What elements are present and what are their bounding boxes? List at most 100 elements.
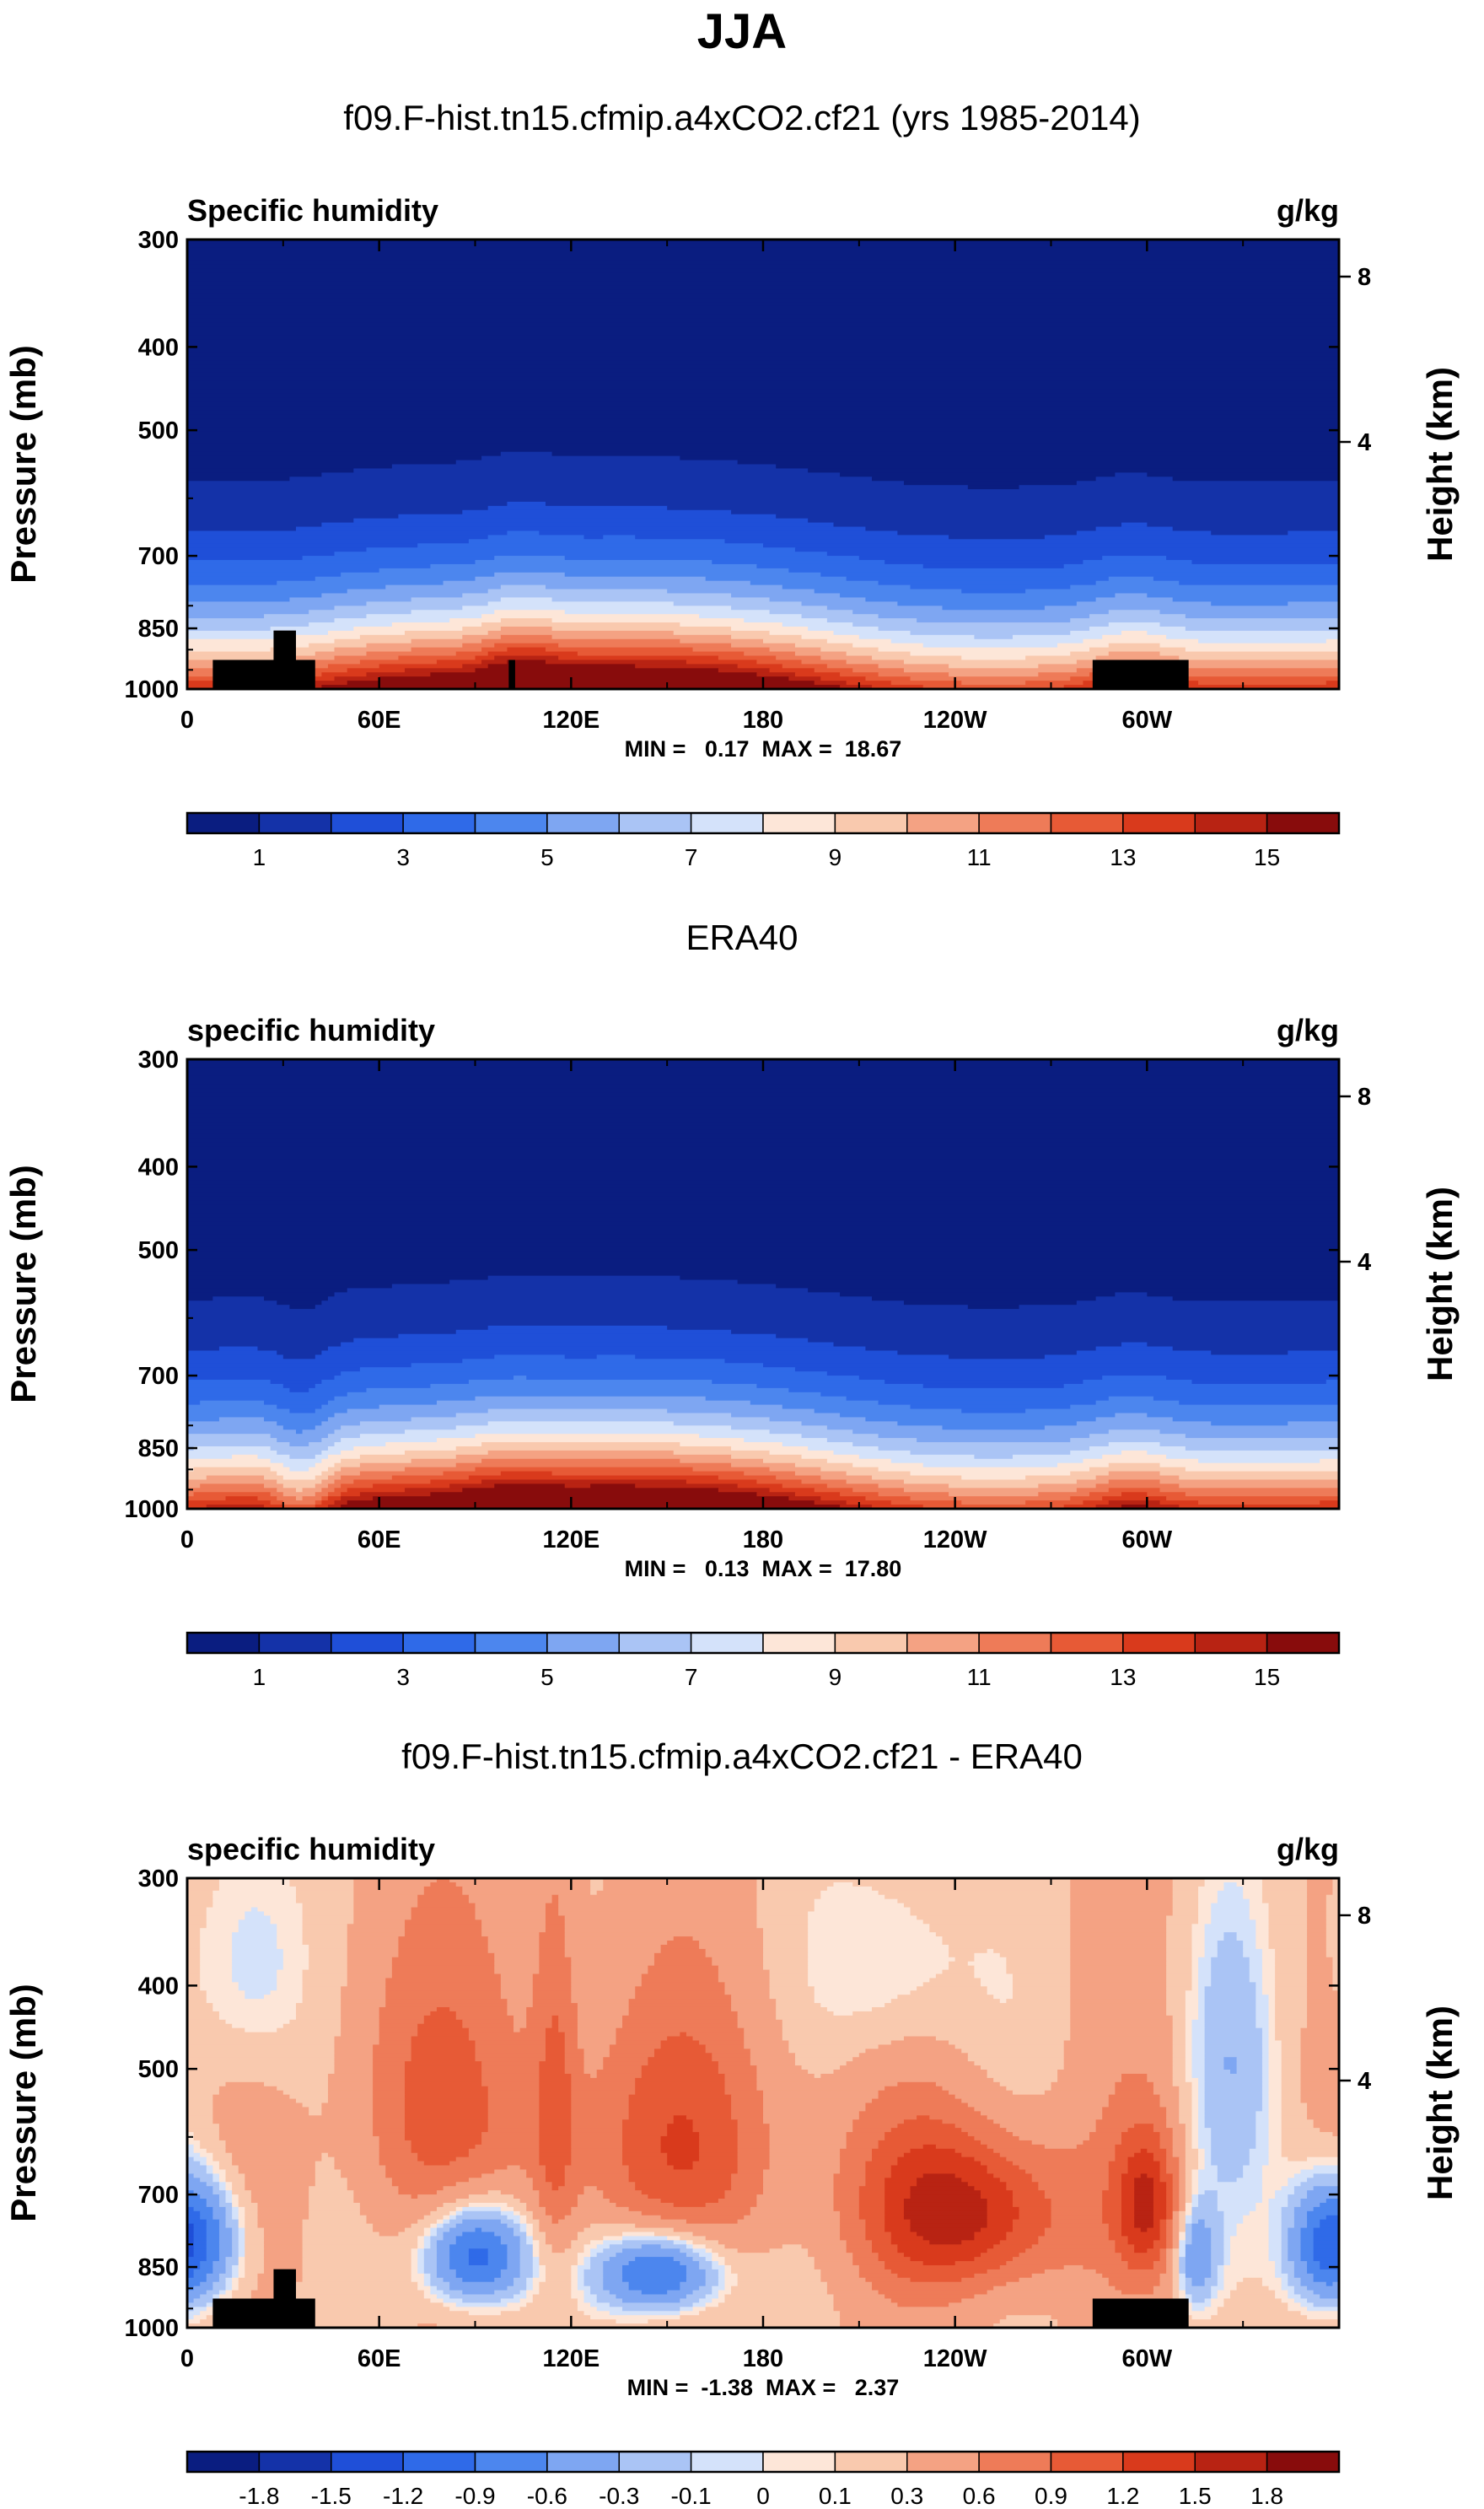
heatmap-cell	[1166, 1961, 1193, 1967]
heatmap-cell	[238, 2257, 245, 2262]
heatmap-cell	[347, 1961, 393, 1967]
heatmap-cell	[744, 2036, 783, 2042]
colorbar-label: 13	[1110, 1664, 1136, 1690]
heatmap-cell	[756, 1894, 821, 1900]
heatmap-cell	[500, 2298, 521, 2303]
heatmap-cell	[737, 664, 783, 669]
heatmap-cell	[1191, 2098, 1199, 2104]
heatmap-cell	[1185, 2015, 1199, 2021]
colorbar-label: 0.9	[1035, 2483, 1067, 2509]
heatmap-cell	[993, 2119, 1097, 2124]
heatmap-cell	[1147, 2073, 1174, 2079]
heatmap-cell	[277, 1982, 304, 1987]
heatmap-cell	[1211, 2248, 1224, 2253]
heatmap-cell	[1166, 2182, 1174, 2187]
heatmap-cell	[1172, 2144, 1186, 2150]
heatmap-cell	[1044, 2190, 1103, 2195]
heatmap-cell	[417, 2269, 425, 2275]
heatmap-cell	[1012, 1990, 1071, 1995]
heatmap-cell	[858, 2053, 969, 2058]
heatmap-cell	[1261, 2065, 1270, 2070]
heatmap-cell	[1211, 2232, 1224, 2237]
heatmap-cell	[373, 2119, 406, 2124]
heatmap-cell	[718, 2277, 726, 2283]
heatmap-cell	[443, 2290, 463, 2296]
heatmap-cell	[539, 1965, 572, 1971]
heatmap-cell	[481, 1924, 546, 1929]
heatmap-cell	[341, 1438, 438, 1443]
heatmap-cell	[385, 2173, 482, 2178]
heatmap-cell	[187, 1363, 412, 1368]
heatmap-cell	[1185, 2186, 1193, 2191]
heatmap-cell	[1275, 2032, 1302, 2038]
heatmap-cell	[187, 423, 1340, 428]
heatmap-cell	[315, 1354, 495, 1359]
heatmap-cell	[1293, 2273, 1315, 2279]
heatmap-cell	[232, 1969, 277, 1975]
heatmap-cell	[334, 1413, 457, 1419]
heatmap-cell	[551, 2182, 566, 2187]
heatmap-cell	[411, 2261, 418, 2266]
heatmap-cell	[187, 552, 336, 557]
heatmap-cell	[193, 2236, 207, 2241]
heatmap-cell	[1153, 2264, 1167, 2270]
heatmap-cell	[917, 2115, 930, 2120]
heatmap-cell	[1185, 2019, 1193, 2025]
heatmap-cell	[987, 1990, 1014, 1995]
heatmap-cell	[917, 1915, 1071, 1920]
heatmap-cell	[673, 601, 803, 606]
heatmap-cell	[206, 1990, 245, 1995]
heatmap-cell	[187, 1434, 272, 1439]
heatmap-cell	[1198, 2011, 1206, 2016]
heatmap-cell	[571, 2281, 578, 2287]
heatmap-cell	[744, 2044, 789, 2049]
heatmap-cell	[872, 2152, 905, 2158]
heatmap-cell	[1217, 1952, 1244, 1958]
heatmap-cell	[981, 2253, 1020, 2258]
heatmap-cell	[481, 2061, 540, 2066]
heatmap-cell	[628, 2011, 739, 2016]
heatmap-cell	[814, 1408, 962, 1414]
heatmap-cell	[878, 2290, 988, 2296]
heatmap-cell	[545, 2057, 566, 2062]
heatmap-cell	[411, 2053, 476, 2058]
heatmap-cell	[858, 2264, 885, 2270]
heatmap-cell	[724, 2273, 739, 2279]
heatmap-cell	[1281, 2140, 1340, 2146]
heatmap-cell	[309, 2194, 354, 2199]
heatmap-cell	[545, 2169, 566, 2174]
heatmap-cell	[487, 2119, 540, 2124]
heatmap-cell	[539, 2190, 585, 2195]
heatmap-cell	[1204, 2070, 1231, 2075]
heatmap-cell	[858, 2206, 885, 2212]
heatmap-cell	[1159, 2281, 1174, 2287]
heatmap-cell	[187, 352, 1340, 357]
heatmap-cell	[277, 1450, 322, 1456]
heatmap-cell	[1153, 2086, 1180, 2092]
heatmap-cell	[539, 2144, 572, 2150]
heatmap-cell	[1281, 2215, 1295, 2221]
heatmap-cell	[1275, 1986, 1308, 1991]
heatmap-cell	[1057, 2077, 1122, 2083]
heatmap-cell	[1204, 1924, 1256, 1929]
colorbar-box	[906, 1632, 980, 1654]
heatmap-cell	[225, 2219, 239, 2225]
heatmap-cell	[571, 1986, 636, 1991]
heatmap-cell	[296, 2286, 418, 2291]
heatmap-cell	[513, 2027, 521, 2033]
heatmap-cell	[500, 2190, 540, 2195]
heatmap-cell	[577, 2232, 623, 2237]
heatmap-cell	[238, 1924, 277, 1929]
colorbar-box	[402, 812, 476, 834]
heatmap-cell	[1057, 643, 1110, 649]
heatmap-cell	[507, 2257, 521, 2262]
heatmap-cell	[423, 2236, 431, 2241]
heatmap-cell	[507, 2006, 527, 2012]
heatmap-cell	[468, 1475, 719, 1481]
heatmap-cell	[282, 1354, 316, 1359]
heatmap-cell	[341, 2011, 380, 2016]
heatmap-cell	[712, 2286, 726, 2291]
heatmap-cell	[641, 2065, 719, 2070]
heatmap-cell	[315, 1454, 329, 1460]
heatmap-cell	[187, 505, 489, 511]
